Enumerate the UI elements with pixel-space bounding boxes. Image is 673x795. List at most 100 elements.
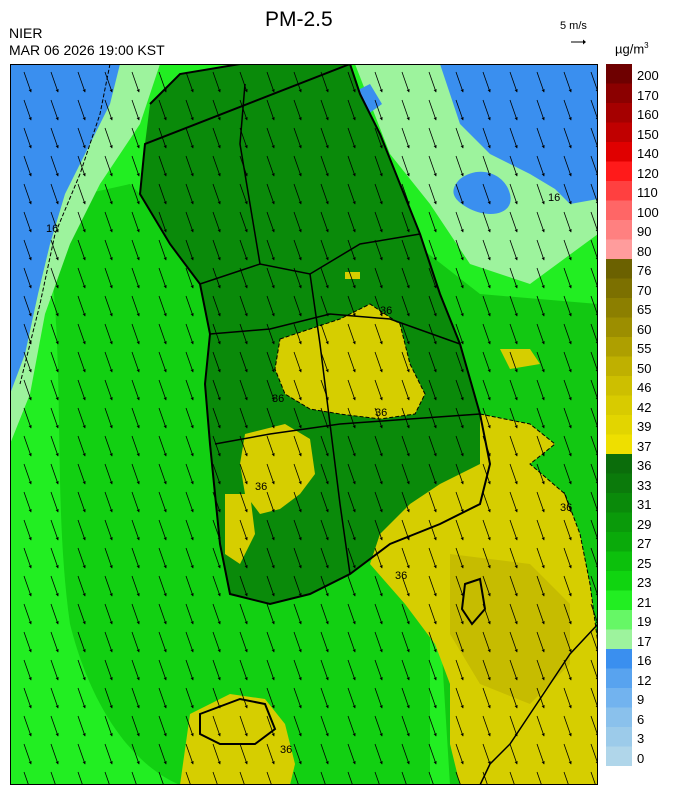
field-yellow-small-ne — [500, 349, 540, 369]
wind-arrow — [131, 547, 140, 569]
wind-arrow — [104, 379, 113, 401]
wind-arrow — [239, 463, 248, 485]
wind-arrow — [104, 575, 113, 597]
colorbar-swatch — [606, 473, 632, 494]
wind-arrow — [536, 631, 545, 653]
wind-arrow — [104, 659, 113, 681]
wind-arrow — [347, 183, 356, 205]
wind-arrow — [266, 603, 275, 625]
wind-arrow — [455, 743, 464, 765]
wind-arrow — [509, 71, 518, 93]
pm25-map: 16 16 36 36 36 36 36 36 36 — [10, 64, 598, 785]
wind-arrow — [347, 547, 356, 569]
colorbar-swatch — [606, 317, 632, 338]
colorbar-swatch — [606, 493, 632, 513]
wind-arrow — [266, 267, 275, 289]
wind-arrow — [293, 323, 302, 345]
wind-arrow — [347, 687, 356, 709]
wind-arrow — [509, 183, 518, 205]
wind-arrow — [428, 575, 437, 597]
wind-arrow — [293, 99, 302, 121]
wind-arrow — [482, 743, 491, 765]
colorbar-tick-label: 3 — [637, 731, 645, 746]
wind-arrow — [401, 127, 410, 149]
wind-arrow — [428, 687, 437, 709]
colorbar — [606, 64, 632, 766]
wind-arrow — [428, 71, 437, 93]
wind-arrow — [509, 379, 518, 401]
wind-arrow — [50, 239, 59, 261]
wind-arrow — [509, 435, 518, 457]
wind-arrow — [509, 491, 518, 513]
wind-arrow — [77, 211, 86, 233]
wind-arrow — [239, 603, 248, 625]
wind-arrow — [104, 267, 113, 289]
wind-arrow — [563, 687, 572, 709]
wind-arrow — [536, 659, 545, 681]
wind-arrow — [212, 715, 221, 737]
wind-arrow — [455, 687, 464, 709]
wind-arrow — [509, 127, 518, 149]
wind-arrow — [212, 407, 221, 429]
wind-arrow — [563, 99, 572, 121]
wind-arrow — [563, 211, 572, 233]
wind-arrow — [536, 323, 545, 345]
wind-arrow — [455, 323, 464, 345]
wind-arrow — [401, 715, 410, 737]
wind-arrow — [50, 631, 59, 653]
wind-arrow — [374, 379, 383, 401]
colorbar-swatch — [606, 64, 632, 84]
wind-arrow — [185, 71, 194, 93]
wind-arrow — [536, 267, 545, 289]
wind-arrow — [347, 323, 356, 345]
wind-arrow — [266, 687, 275, 709]
wind-arrow — [563, 267, 572, 289]
wind-arrow — [50, 575, 59, 597]
wind-arrow — [77, 491, 86, 513]
wind-arrow — [50, 659, 59, 681]
colorbar-swatch — [606, 103, 632, 123]
wind-arrow — [374, 743, 383, 765]
wind-arrow — [347, 379, 356, 401]
wind-arrow — [23, 547, 32, 569]
colorbar-tick-label: 21 — [637, 594, 652, 610]
wind-arrow — [455, 351, 464, 373]
wind-arrow — [212, 127, 221, 149]
colorbar-swatch — [606, 220, 632, 240]
wind-arrow — [482, 603, 491, 625]
wind-arrow — [536, 211, 545, 233]
wind-arrow — [563, 435, 572, 457]
wind-arrow — [77, 659, 86, 681]
wind-arrow — [347, 631, 356, 653]
wind-arrow — [212, 519, 221, 541]
wind-arrow — [23, 211, 32, 233]
colorbar-tick-label: 76 — [637, 263, 652, 278]
wind-arrow — [509, 575, 518, 597]
wind-arrow — [482, 435, 491, 457]
colorbar-swatch — [606, 142, 632, 162]
wind-arrow — [77, 99, 86, 121]
wind-arrow — [239, 155, 248, 177]
wind-arrow — [482, 71, 491, 93]
wind-arrow — [374, 407, 383, 429]
wind-arrow — [563, 519, 572, 541]
wind-arrow — [509, 547, 518, 569]
contour-label: 36 — [255, 481, 267, 493]
wind-arrow — [212, 463, 221, 485]
wind-arrow — [131, 771, 137, 785]
wind-arrow — [23, 687, 32, 709]
wind-arrow — [374, 463, 383, 485]
wind-arrow — [482, 351, 491, 373]
wind-arrow — [428, 183, 437, 205]
wind-arrow — [455, 435, 464, 457]
wind-arrow — [509, 743, 518, 765]
wind-reference-label: 5 m/s — [560, 20, 587, 32]
wind-arrow — [77, 603, 86, 625]
wind-arrow — [23, 463, 32, 485]
wind-arrow — [50, 379, 59, 401]
wind-arrow — [320, 771, 326, 785]
wind-arrow — [401, 575, 410, 597]
contour-label: 36 — [272, 393, 284, 405]
wind-arrow — [266, 631, 275, 653]
wind-arrow — [239, 435, 248, 457]
